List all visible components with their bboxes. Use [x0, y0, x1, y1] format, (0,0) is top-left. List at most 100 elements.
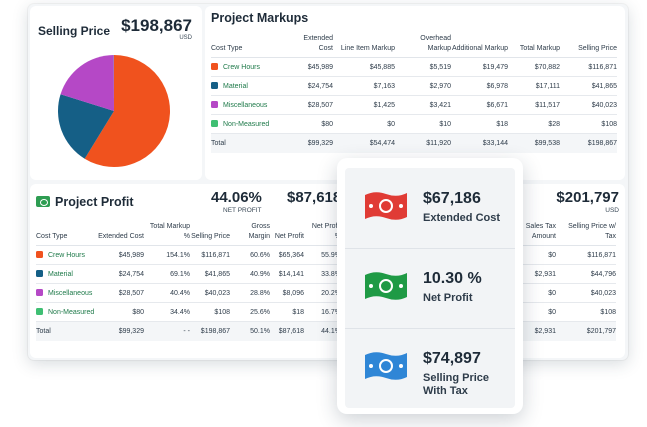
table-cell: $8,096 [270, 283, 304, 303]
table-cell: $40,023 [556, 283, 616, 303]
table-row[interactable]: Non-Measured $80 $0 $10 $18 $28 $108 [211, 114, 617, 134]
table-cell: $116,871 [190, 245, 230, 265]
selling-price-amount: $198,867 [121, 16, 192, 35]
green-money-bill-icon [365, 272, 407, 300]
total-cell: - - [144, 321, 190, 341]
cost-type-cell: Miscellaneous [211, 95, 295, 115]
summary-list: $67,186 Extended Cost 10.30 % Net Profit $74… [345, 168, 515, 408]
table-cell: $3,421 [395, 95, 451, 115]
table-cell: 34.4% [144, 302, 190, 322]
column-header-cost-type: Cost Type [211, 34, 295, 58]
total-row: Total $99,329 $54,474 $11,920 $33,144 $99,538… [211, 133, 617, 153]
table-cell: $2,970 [395, 76, 451, 96]
table-cell: $14,141 [270, 264, 304, 284]
total-label: Total [211, 133, 295, 153]
total-cell: $198,867 [560, 133, 617, 153]
cost-type-cell: Non-Measured [36, 302, 96, 322]
cost-type-link[interactable]: Non-Measured [223, 121, 270, 128]
summary-label: Selling Price With Tax [423, 372, 490, 397]
table-cell: $7,163 [333, 76, 395, 96]
cost-type-link[interactable]: Miscellaneous [223, 102, 268, 109]
legend-swatch-icon [36, 308, 43, 315]
blue-money-bill-icon [365, 352, 407, 380]
cost-type-link[interactable]: Non-Measured [48, 309, 95, 316]
table-row[interactable]: $0 $108 [520, 302, 616, 322]
cost-type-link[interactable]: Crew Hours [48, 252, 85, 259]
net-profit-label: NET PROFIT [223, 207, 262, 214]
selling-price-title: Selling Price [38, 24, 111, 38]
total-cell: $87,618 [270, 321, 304, 341]
net-profit-percent: 44.06% [211, 189, 262, 206]
table-cell: $6,978 [451, 76, 508, 96]
table-cell: $65,364 [270, 245, 304, 265]
project-markups-title: Project Markups [211, 11, 309, 25]
cost-type-cell: Miscellaneous [36, 283, 96, 303]
total-cell: $99,538 [508, 133, 560, 153]
column-header-total-markup: Total Markup [508, 34, 560, 58]
table-row[interactable]: $2,931 $44,796 [520, 264, 616, 284]
cost-type-cell: Material [211, 76, 295, 96]
table-cell: $19,479 [451, 57, 508, 77]
column-header-additional-markup: Additional Markup [451, 34, 508, 58]
table-cell: $40,023 [190, 283, 230, 303]
table-cell: $80 [295, 114, 333, 134]
total-cell: $201,797 [556, 321, 616, 341]
pie-slice-crew-hours[interactable] [84, 55, 170, 167]
cost-type-link[interactable]: Miscellaneous [48, 290, 93, 297]
table-cell: $41,865 [190, 264, 230, 284]
total-cell: $54,474 [333, 133, 395, 153]
table-cell: 69.1% [144, 264, 190, 284]
total-row: Total $99,329- - $198,867 50.1% $87,618 44.1% [36, 321, 341, 341]
table-row[interactable]: Miscellaneous $28,507 $1,425 $3,421 $6,671 $1… [211, 95, 617, 115]
cost-type-cell: Crew Hours [36, 245, 96, 265]
column-header-extended-cost: Extended Cost [295, 34, 333, 58]
cost-type-cell: Crew Hours [211, 57, 295, 77]
column-header-net-profit: Net Profit [270, 222, 304, 246]
table-row[interactable]: $0 $116,871 [520, 245, 616, 265]
table-cell: 16.7% [304, 302, 341, 322]
table-cell: $0 [520, 302, 556, 322]
red-money-bill-icon [365, 192, 407, 220]
table-cell: $0 [520, 245, 556, 265]
table-row[interactable]: Material $24,754 69.1% $41,865 40.9% $14,141 3… [36, 264, 341, 284]
divider [345, 328, 515, 329]
total-cell: $11,920 [395, 133, 451, 153]
column-header-extended-cost: Extended Cost [96, 222, 144, 246]
total-cell: $99,329 [96, 321, 144, 341]
column-header-cost-type: Cost Type [36, 222, 96, 246]
selling-price-card: Selling Price $198,867 USD [30, 6, 202, 180]
pie-slice-miscellaneous[interactable] [60, 55, 114, 111]
cost-type-link[interactable]: Material [48, 271, 73, 278]
summary-value: 10.30 % [423, 270, 482, 287]
project-markups-table: Cost Type Extended Cost Line Item Markup Ov… [211, 34, 617, 153]
table-row[interactable]: Non-Measured $80 34.4% $108 25.6% $18 16.7% [36, 302, 341, 322]
table-cell: $5,519 [395, 57, 451, 77]
summary-item-selling-price-with-tax: $74,897 Selling Price With Tax [345, 328, 515, 408]
table-cell: $44,796 [556, 264, 616, 284]
selling-price-pie-chart [58, 55, 170, 167]
table-cell: 28.8% [230, 283, 270, 303]
table-cell: $108 [190, 302, 230, 322]
cost-type-link[interactable]: Material [223, 83, 248, 90]
table-row[interactable]: $0 $40,023 [520, 283, 616, 303]
table-cell: $45,885 [333, 57, 395, 77]
summary-label: Extended Cost [423, 212, 501, 224]
legend-swatch-icon [36, 251, 43, 258]
table-cell: $17,111 [508, 76, 560, 96]
table-cell: 154.1% [144, 245, 190, 265]
cost-type-link[interactable]: Crew Hours [223, 64, 260, 71]
legend-swatch-icon [36, 270, 43, 277]
cost-type-cell: Material [36, 264, 96, 284]
table-row[interactable]: Material $24,754 $7,163 $2,970 $6,978 $17,111… [211, 76, 617, 96]
table-row[interactable]: Miscellaneous $28,507 40.4% $40,023 28.8% $8,… [36, 283, 341, 303]
legend-swatch-icon [211, 63, 218, 70]
column-header-overhead-markup: Overhead Markup [395, 34, 451, 58]
table-row[interactable]: Crew Hours $45,989 154.1% $116,871 60.6% $65,… [36, 245, 341, 265]
summary-item-extended-cost: $67,186 Extended Cost [345, 168, 515, 248]
total-cell: 50.1% [230, 321, 270, 341]
table-cell: $24,754 [96, 264, 144, 284]
pie-slice-material[interactable] [58, 94, 114, 159]
project-profit-title: Project Profit [55, 195, 134, 209]
table-row[interactable]: Crew Hours $45,989 $45,885 $5,519 $19,479 $70… [211, 57, 617, 77]
table-cell: $116,871 [560, 57, 617, 77]
